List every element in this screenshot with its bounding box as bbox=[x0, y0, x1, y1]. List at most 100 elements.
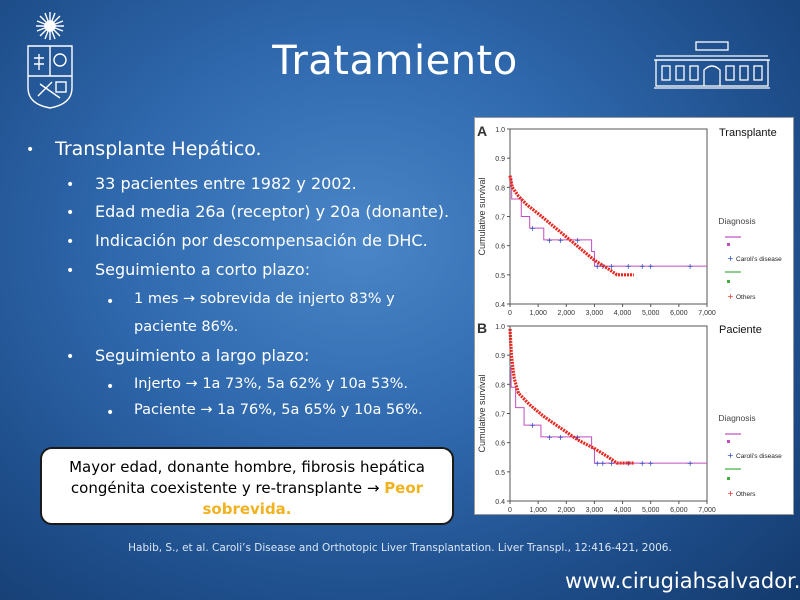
x-tick-label: 1,000 bbox=[529, 507, 547, 514]
callout-line1: Mayor edad, donante hombre, fibrosis hep… bbox=[69, 458, 425, 476]
y-tick-label: 0.6 bbox=[495, 441, 505, 448]
y-tick-label: 1.0 bbox=[495, 324, 505, 331]
x-tick-label: 0 bbox=[508, 310, 512, 317]
series-carolis-censor-mark: + bbox=[608, 262, 615, 271]
y-tick-label: 0.9 bbox=[495, 156, 505, 163]
callout-line2: congénita coexistente y re-transplante →… bbox=[42, 478, 452, 520]
y-tick-label: 0.6 bbox=[495, 244, 505, 251]
bullet-transplante: Transplante Hepático. bbox=[55, 138, 262, 160]
series-carolis-censor-mark: + bbox=[546, 433, 553, 442]
conclusion-callout: Mayor edad, donante hombre, fibrosis hep… bbox=[40, 447, 454, 525]
hospital-building-icon bbox=[654, 41, 770, 89]
series-carolis-censor-mark: + bbox=[625, 262, 632, 271]
website-url: www.cirugiahsalvador.cl bbox=[565, 569, 800, 593]
bullet-item: Seguimiento a corto plazo: bbox=[95, 260, 311, 279]
bullet-item: Seguimiento a largo plazo: bbox=[95, 346, 310, 365]
bullet-item: 33 pacientes entre 1982 y 2002. bbox=[95, 174, 357, 193]
y-tick-label: 0.8 bbox=[495, 185, 505, 192]
slide-title: Tratamiento bbox=[272, 38, 518, 84]
bullet-dot: • bbox=[66, 205, 75, 221]
series-carolis-censor-mark: + bbox=[574, 236, 581, 245]
survival-charts-svg: A Transplante Cumulative survival 0.4 0.5 0.6… bbox=[477, 123, 782, 514]
bullet-dot: • bbox=[106, 405, 115, 421]
series-carolis-censor-mark: + bbox=[625, 459, 632, 468]
legend-green-marker bbox=[727, 477, 730, 480]
legend-diagnosis-marker bbox=[727, 243, 730, 246]
y-axis-label: Cumulative survival bbox=[477, 374, 487, 452]
series-carolis-censor-mark: + bbox=[594, 459, 601, 468]
panel-letter: A bbox=[477, 123, 487, 139]
long-term-paciente: Paciente → 1a 76%, 5a 65% y 10a 56%. bbox=[134, 402, 423, 418]
series-carolis-censor-mark: + bbox=[647, 459, 654, 468]
arrow-icon: → bbox=[200, 402, 213, 418]
arrow-icon: → bbox=[185, 376, 198, 392]
legend-title: Diagnosis bbox=[718, 216, 755, 226]
series-carolis-censor-mark: + bbox=[687, 459, 694, 468]
panel-letter: B bbox=[477, 320, 487, 336]
long-term-post: 1a 76%, 5a 65% y 10a 56%. bbox=[217, 402, 423, 418]
short-term-pre: 1 mes bbox=[134, 291, 179, 307]
series-carolis-censor-mark: + bbox=[594, 262, 601, 271]
panel-corner-label: Transplante bbox=[719, 127, 777, 139]
legend-others-marker: + bbox=[727, 292, 734, 301]
arrow-icon: → bbox=[183, 291, 196, 307]
y-tick-label: 0.5 bbox=[495, 273, 505, 280]
x-tick-label: 1,000 bbox=[529, 310, 547, 317]
short-term-post: sobrevida de injerto 83% y bbox=[199, 291, 395, 307]
series-carolis-censor-mark: + bbox=[529, 224, 536, 233]
series-carolis-censor-mark: + bbox=[600, 459, 607, 468]
series-carolis-censor-mark: + bbox=[647, 262, 654, 271]
bullet-dot: • bbox=[66, 263, 75, 279]
university-logo-icon bbox=[27, 12, 73, 109]
x-tick-label: 0 bbox=[508, 507, 512, 514]
x-tick-label: 6,000 bbox=[670, 507, 688, 514]
legend-diagnosis-marker bbox=[727, 440, 730, 443]
x-tick-label: 3,000 bbox=[586, 310, 604, 317]
series-carolis-censor-mark: + bbox=[557, 433, 564, 442]
series-carolis-censor-mark: + bbox=[639, 262, 646, 271]
long-term-pre: Paciente bbox=[134, 402, 196, 418]
legend-others-label: Others bbox=[736, 491, 756, 498]
callout-line2-text: congénita coexistente y re-transplante bbox=[70, 479, 363, 497]
series-others-line bbox=[508, 328, 634, 465]
series-carolis-censor-mark: + bbox=[546, 236, 553, 245]
legend-carolis-marker: + bbox=[727, 254, 734, 263]
y-tick-label: 0.4 bbox=[495, 302, 505, 309]
x-tick-label: 7,000 bbox=[698, 310, 716, 317]
series-carolis-line bbox=[510, 178, 707, 267]
series-carolis-censor-mark: + bbox=[529, 421, 536, 430]
y-tick-label: 1.0 bbox=[495, 127, 505, 134]
x-tick-label: 4,000 bbox=[614, 310, 632, 317]
legend-carolis-label: Caroli's disease bbox=[736, 256, 782, 263]
series-others-line bbox=[508, 175, 634, 277]
bullet-dot: • bbox=[106, 379, 115, 395]
legend-others-marker: + bbox=[727, 489, 734, 498]
series-carolis-line bbox=[510, 366, 707, 464]
long-term-pre: Injerto bbox=[134, 376, 181, 392]
series-carolis-censor-mark: + bbox=[687, 262, 694, 271]
bullet-dot: • bbox=[66, 349, 75, 365]
legend-title: Diagnosis bbox=[718, 413, 755, 423]
bullet-dot: • bbox=[106, 294, 115, 310]
y-tick-label: 0.9 bbox=[495, 353, 505, 360]
short-term-line2: paciente 86%. bbox=[134, 319, 239, 335]
legend-carolis-label: Caroli's disease bbox=[736, 453, 782, 460]
x-tick-label: 2,000 bbox=[558, 507, 576, 514]
x-tick-label: 7,000 bbox=[698, 507, 716, 514]
bullet-dot: • bbox=[26, 142, 35, 158]
bullet-dot: • bbox=[66, 234, 75, 250]
legend-carolis-marker: + bbox=[727, 451, 734, 460]
callout-highlight: Peor sobrevida. bbox=[202, 479, 424, 518]
y-tick-label: 0.7 bbox=[495, 215, 505, 222]
y-tick-label: 0.4 bbox=[495, 499, 505, 506]
panel-corner-label: Paciente bbox=[719, 324, 762, 336]
citation: Habib, S., et al. Caroli’s Disease and O… bbox=[128, 542, 672, 554]
x-tick-label: 5,000 bbox=[642, 310, 660, 317]
x-tick-label: 3,000 bbox=[586, 507, 604, 514]
y-axis-label: Cumulative survival bbox=[477, 177, 487, 255]
y-tick-label: 0.7 bbox=[495, 412, 505, 419]
bullet-item: Edad media 26a (receptor) y 20a (donante… bbox=[95, 202, 450, 221]
survival-charts: A Transplante Cumulative survival 0.4 0.5 0.6… bbox=[474, 117, 794, 515]
y-tick-label: 0.5 bbox=[495, 470, 505, 477]
bullet-dot: • bbox=[66, 177, 75, 193]
